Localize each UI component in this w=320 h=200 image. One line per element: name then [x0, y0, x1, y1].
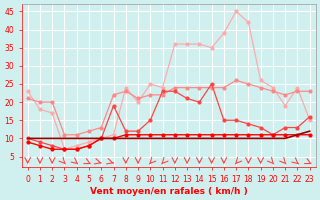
X-axis label: Vent moyen/en rafales ( km/h ): Vent moyen/en rafales ( km/h ) — [90, 187, 248, 196]
